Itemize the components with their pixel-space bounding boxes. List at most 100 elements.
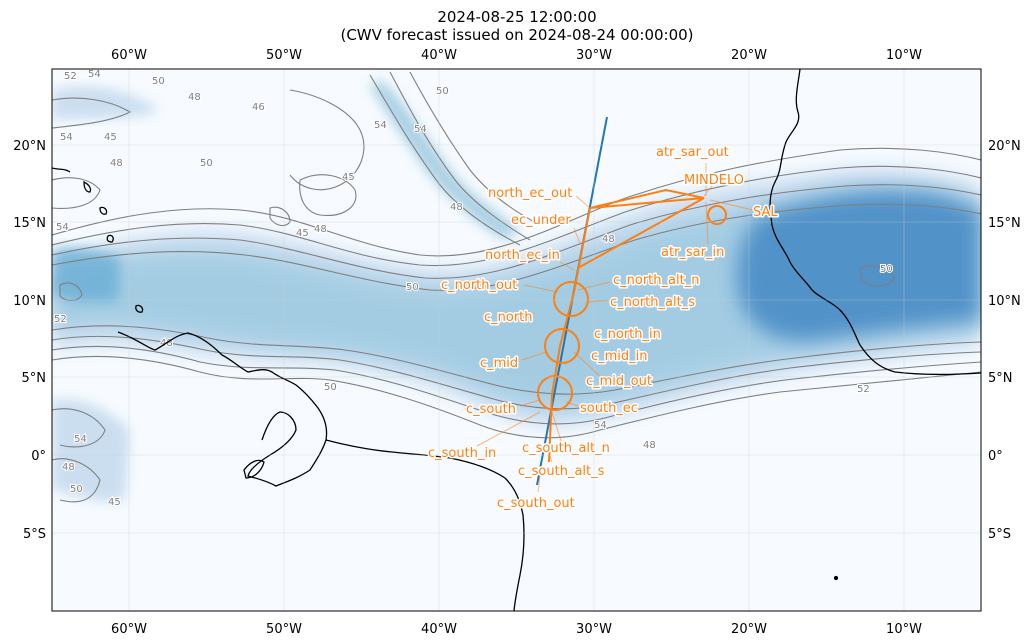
leader-lines	[476, 163, 754, 493]
contour-label: 48	[314, 224, 327, 235]
contour-label: 54	[74, 434, 87, 445]
lat-tick-left: 5°S	[23, 527, 46, 542]
gridlines	[52, 69, 981, 611]
lat-tick-left: 0°	[31, 449, 46, 464]
coastline-brazil	[325, 439, 525, 611]
label-c-north-out: c_north_out	[441, 278, 517, 293]
sal-circle	[707, 205, 727, 225]
lat-tick-left: 15°N	[13, 216, 46, 231]
contour-label: 50	[152, 76, 165, 87]
contour-labels: 52 54 50 48 46 45 48 50 54 54 45 48 48 5…	[53, 68, 894, 509]
contour-label: 50	[324, 382, 337, 393]
map-title: 2024-08-25 12:00:00 (CWV forecast issued…	[0, 8, 1034, 44]
label-c-mid-in: c_mid_in	[591, 349, 648, 364]
contour-label: 48	[450, 202, 463, 213]
flight-leg-return	[577, 197, 705, 269]
contour-label: 48	[188, 92, 201, 103]
contour-label: 52	[54, 314, 67, 325]
contour-label: 50	[200, 158, 213, 169]
lat-tick-right: 20°N	[988, 139, 1021, 154]
contour-label: 50	[406, 282, 419, 293]
circle-south	[537, 375, 573, 411]
flight-leg-main	[548, 197, 705, 463]
label-c-north-alt-s: c_north_alt_s	[610, 295, 695, 310]
contour-label: 50	[880, 264, 893, 275]
coastline-caribbean-2	[83, 180, 92, 193]
moisture-patch-northwest	[52, 86, 160, 120]
moisture-core-east	[736, 191, 981, 341]
lat-tick-right: 0°	[988, 449, 1003, 464]
flight-leg-ec	[589, 188, 705, 209]
cwv-contours	[52, 71, 981, 503]
map-frame	[51, 68, 982, 612]
contour-label: 54	[60, 132, 73, 143]
lat-ticks-right: 20°N 15°N 10°N 5°N 0° 5°S	[988, 139, 1021, 542]
label-c-mid: c_mid	[480, 356, 518, 371]
contour-label: 46	[252, 102, 265, 113]
lon-tick-top: 10°W	[886, 48, 922, 63]
lon-tick-bottom: 30°W	[576, 622, 612, 637]
coastline-caribbean-4	[106, 234, 114, 243]
title-line-2: (CWV forecast issued on 2024-08-24 00:00…	[340, 26, 694, 44]
lat-tick-right: 5°S	[988, 527, 1011, 542]
lon-ticks-bottom: 60°W 50°W 40°W 30°W 20°W 10°W	[111, 622, 922, 637]
coastline-africa	[769, 69, 981, 376]
coastline-caribbean-5	[135, 304, 144, 313]
lon-tick-top: 30°W	[576, 48, 612, 63]
moisture-patch-southwest	[52, 399, 130, 502]
coastline-south-america	[117, 331, 328, 487]
label-sal: SAL	[753, 205, 778, 220]
lon-tick-top: 50°W	[266, 48, 302, 63]
label-c-south-out: c_south_out	[497, 496, 575, 511]
label-c-south: c_south	[466, 402, 516, 417]
label-atr-sar-in: atr_sar_in	[661, 245, 724, 260]
lat-tick-left: 5°N	[22, 371, 47, 386]
contour-label: 48	[62, 462, 75, 473]
lat-tick-right: 10°N	[988, 294, 1021, 309]
label-mindelo: MINDELO	[684, 173, 744, 188]
lat-tick-right: 5°N	[988, 371, 1013, 386]
label-c-north: c_north	[484, 310, 533, 325]
contour-label: 50	[70, 484, 83, 495]
coastline-caribbean-1	[52, 167, 71, 173]
coastlines	[52, 69, 981, 611]
lon-tick-bottom: 20°W	[731, 622, 767, 637]
lat-ticks-left: 20°N 15°N 10°N 5°N 0° 5°S	[13, 139, 46, 542]
lon-ticks-top: 60°W 50°W 40°W 30°W 20°W 10°W	[111, 48, 922, 63]
lon-tick-bottom: 50°W	[266, 622, 302, 637]
label-north-ec-in: north_ec_in	[485, 248, 560, 263]
lat-tick-left: 10°N	[13, 294, 46, 309]
label-c-north-alt-n: c_north_alt_n	[613, 273, 699, 288]
label-ec-under: ec_under	[511, 213, 571, 228]
label-c-south-alt-s: c_south_alt_s	[518, 464, 605, 479]
coastline-island	[243, 459, 265, 479]
coastline-caribbean-3	[99, 206, 108, 215]
circle-mid	[544, 328, 580, 364]
label-atr-sar-out: atr_sar_out	[656, 145, 729, 160]
flight-track	[537, 188, 727, 463]
lon-tick-bottom: 40°W	[421, 622, 457, 637]
contour-label: 48	[110, 158, 123, 169]
contour-label: 45	[104, 132, 117, 143]
lon-tick-top: 60°W	[111, 48, 147, 63]
label-c-north-in: c_north_in	[594, 327, 661, 342]
label-c-mid-out: c_mid_out	[586, 374, 652, 389]
title-line-1: 2024-08-25 12:00:00	[437, 8, 597, 26]
label-south-ec: south_ec	[580, 401, 638, 416]
contour-label: 45	[296, 228, 309, 239]
contour-label: 45	[342, 172, 355, 183]
contour-label: 50	[436, 86, 449, 97]
circle-north	[553, 281, 589, 317]
lon-tick-bottom: 10°W	[886, 622, 922, 637]
contour-label: 54	[414, 124, 427, 135]
contour-label: 52	[857, 384, 870, 395]
lon-tick-top: 20°W	[731, 48, 767, 63]
contour-label: 54	[88, 69, 101, 80]
coastline-island-south	[833, 575, 839, 581]
label-c-south-in: c_south_in	[428, 446, 496, 461]
moisture-filament-north	[370, 80, 520, 240]
lon-tick-bottom: 60°W	[111, 622, 147, 637]
contour-label: 54	[374, 120, 387, 131]
contour-label: 48	[602, 234, 615, 245]
